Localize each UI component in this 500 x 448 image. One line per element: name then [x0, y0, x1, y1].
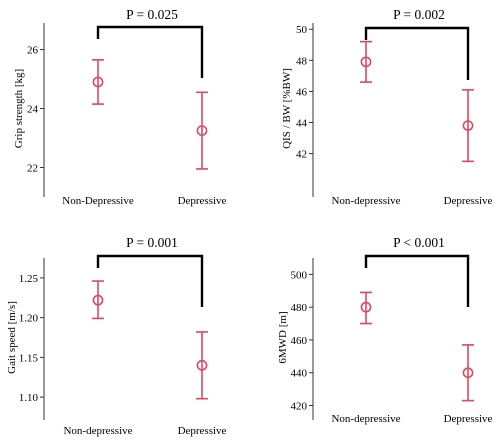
y-tick-label: 440 [291, 368, 308, 380]
p-value-label: P = 0.025 [126, 7, 178, 22]
chart-panel-4: 420 440 460 480 500 6MWD [m] Non-depressive Dep… [277, 235, 493, 425]
y-axis-title: QIS / BW [%BW] [281, 68, 293, 149]
mean-point [92, 76, 104, 88]
y-tick-label: 420 [291, 401, 308, 413]
x-category-label: Depressive [178, 425, 227, 437]
mean-point [462, 367, 474, 379]
y-tick-label: 24 [27, 104, 39, 116]
chart-panel-3: 1.10 1.15 1.20 1.25 Gait speed [m/s] Non-depr… [6, 235, 227, 437]
y-axis-title: Gait speed [m/s] [6, 301, 18, 374]
mean-point [360, 301, 372, 313]
x-category-label: Non-Depressive [62, 195, 134, 207]
y-tick-label: 480 [291, 302, 308, 314]
y-tick-label: 22 [27, 162, 38, 174]
p-value-label: P = 0.001 [126, 235, 178, 250]
mean-point [196, 125, 208, 137]
mean-point [360, 56, 372, 68]
y-tick-label: 1.15 [19, 352, 39, 364]
y-tick-label: 1.25 [19, 273, 39, 285]
y-tick-label: 460 [291, 335, 308, 347]
y-axis-title: 6MWD [m] [277, 311, 289, 363]
significance-bracket [364, 254, 470, 307]
y-tick-label: 26 [27, 45, 39, 57]
y-tick-label: 42 [296, 149, 307, 161]
x-category-label: Depressive [178, 195, 227, 207]
mean-point [462, 120, 474, 131]
y-tick-label: 46 [296, 86, 308, 98]
y-tick-label: 1.20 [19, 313, 39, 325]
p-value-label: P = 0.002 [393, 7, 445, 22]
y-tick-label: 1.10 [19, 392, 39, 404]
x-category-label: Depressive [444, 413, 493, 425]
significance-bracket [364, 26, 470, 80]
mean-point [196, 359, 208, 371]
significance-bracket [96, 25, 204, 78]
p-value-label: P < 0.001 [393, 235, 445, 250]
x-category-label: Non-depressive [63, 425, 132, 437]
x-category-label: Depressive [444, 195, 493, 207]
significance-bracket [96, 254, 204, 307]
y-axis-title: Grip strength [kg] [13, 69, 25, 148]
y-tick-label: 50 [296, 24, 308, 36]
y-tick-label: 48 [296, 55, 308, 67]
y-tick-label: 44 [296, 117, 308, 129]
mean-point [92, 294, 104, 306]
y-tick-label: 500 [291, 269, 308, 281]
chart-panel-2: 42 44 46 48 50 QIS / BW [%BW] Non-depressive De… [281, 7, 493, 207]
x-category-label: Non-depressive [331, 195, 400, 207]
x-category-label: Non-depressive [331, 413, 400, 425]
